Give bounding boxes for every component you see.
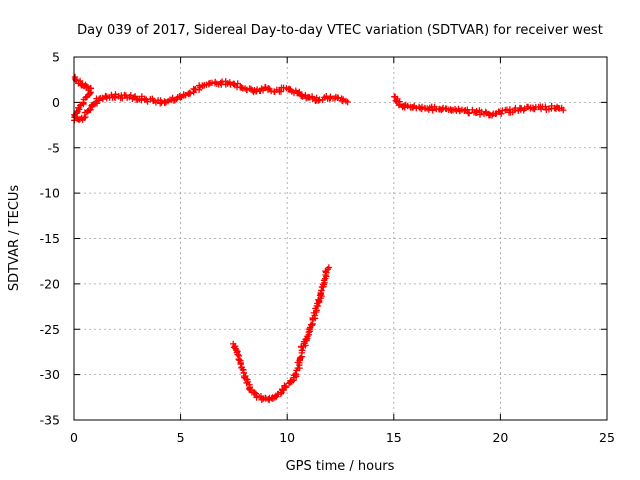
data-point	[246, 383, 258, 396]
x-tick-label: 5	[177, 430, 185, 445]
data-point	[338, 95, 350, 105]
data-point	[241, 85, 258, 96]
data-point	[551, 103, 565, 112]
y-tick-label: -25	[40, 322, 60, 337]
y-tick-label: -30	[40, 367, 60, 382]
data-point	[402, 101, 417, 111]
data-point	[310, 297, 323, 317]
data-point	[294, 343, 306, 372]
data-point	[327, 93, 342, 102]
y-tick-label: -5	[48, 140, 60, 155]
data-point	[507, 104, 525, 116]
data-point	[465, 106, 481, 117]
data-point	[71, 85, 95, 120]
tick-layer: 0 5 10 15 20 25 5 0 -5 -10 -15 -20 -25 -30 -35	[40, 50, 615, 446]
series-2	[230, 264, 333, 404]
data-point	[560, 106, 567, 114]
data-point	[287, 367, 300, 385]
chart-title: Day 039 of 2017, Sidereal Day-to-day VTE…	[77, 23, 603, 38]
x-tick-label: 10	[279, 430, 295, 445]
data-point	[320, 266, 332, 290]
data-point	[74, 115, 86, 123]
data-point	[71, 73, 80, 84]
data-point	[103, 91, 119, 102]
y-tick-label: -20	[40, 276, 60, 291]
series-3	[391, 93, 567, 119]
series-1	[71, 73, 351, 124]
data-point	[157, 97, 172, 107]
data-point	[443, 105, 460, 114]
y-tick-label: 0	[52, 95, 60, 110]
data-point	[262, 84, 278, 95]
data-point	[455, 105, 471, 115]
x-tick-label: 20	[492, 430, 508, 445]
data-point	[252, 390, 265, 401]
series-layer	[71, 73, 567, 404]
data-point	[95, 92, 109, 104]
data-point	[306, 312, 319, 333]
y-tick-label: 5	[52, 50, 60, 65]
data-point	[83, 106, 94, 116]
grid-layer	[74, 57, 607, 420]
y-tick-label: -15	[40, 231, 60, 246]
data-point	[112, 91, 129, 102]
data-point	[421, 103, 438, 114]
x-tick-label: 25	[599, 430, 615, 445]
x-tick-label: 0	[70, 430, 78, 445]
data-point	[274, 386, 287, 398]
x-tick-label: 15	[386, 430, 402, 445]
data-point	[344, 98, 351, 106]
x-axis-label: GPS time / hours	[286, 459, 395, 474]
y-tick-label: -10	[40, 186, 60, 201]
data-point	[208, 78, 225, 88]
y-axis-label: SDTVAR / TECUs	[7, 185, 22, 292]
data-point	[134, 93, 150, 104]
data-point	[325, 264, 333, 271]
y-tick-label: -35	[40, 413, 60, 428]
